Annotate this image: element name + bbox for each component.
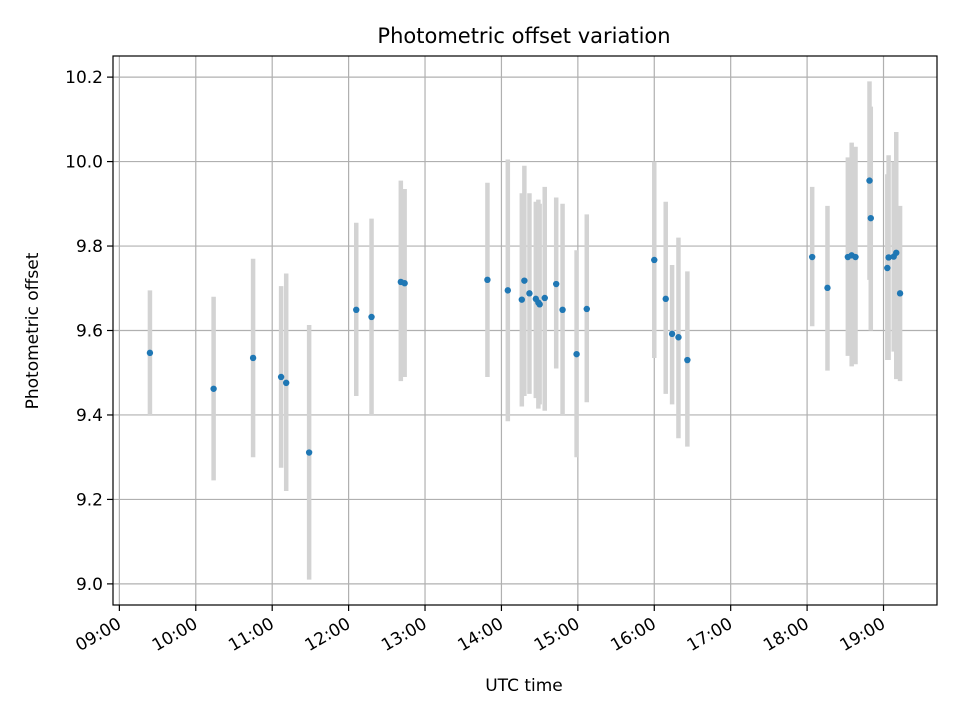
y-tick-label: 10.2 <box>65 68 103 88</box>
data-point <box>368 313 375 321</box>
chart-title: Photometric offset variation <box>377 24 670 48</box>
data-point <box>675 334 682 341</box>
y-axis-ticks: 9.0 9.2 9.4 9.6 9.8 10.0 10.2 <box>65 68 113 595</box>
y-tick-label: 9.0 <box>76 575 103 595</box>
y-tick-label: 9.2 <box>76 490 103 510</box>
data-point <box>893 249 900 256</box>
data-point <box>353 306 360 314</box>
data-point <box>553 280 560 288</box>
data-point <box>210 385 217 392</box>
data-point <box>852 253 859 261</box>
data-point <box>668 330 676 338</box>
data-point <box>249 354 257 362</box>
data-point <box>651 256 658 264</box>
data-point <box>536 301 543 308</box>
data-point <box>684 356 691 364</box>
data-point <box>885 254 892 261</box>
data-point <box>146 349 154 357</box>
x-axis-title: UTC time <box>485 676 563 696</box>
data-point <box>662 295 669 303</box>
data-point <box>867 214 874 222</box>
data-point <box>305 449 313 456</box>
data-point <box>896 290 904 297</box>
y-axis-title: Photometric offset <box>23 252 43 409</box>
data-point <box>808 253 816 261</box>
data-point <box>401 280 408 287</box>
y-tick-label: 10.0 <box>65 153 103 173</box>
data-point <box>526 290 533 297</box>
y-tick-label: 9.4 <box>76 406 103 426</box>
data-point <box>541 294 548 302</box>
data-point <box>884 264 891 272</box>
data-point <box>583 305 590 313</box>
y-tick-label: 9.6 <box>76 322 103 342</box>
data-point <box>573 350 580 358</box>
data-point <box>283 379 290 387</box>
y-tick-label: 9.8 <box>76 237 103 257</box>
data-point <box>824 284 831 292</box>
grid <box>113 56 937 605</box>
data-point <box>504 287 512 294</box>
data-point <box>484 276 491 284</box>
data-points <box>146 177 904 456</box>
data-point <box>518 296 526 303</box>
data-point <box>277 373 285 381</box>
data-point <box>866 177 873 184</box>
data-point <box>521 277 528 284</box>
data-point <box>559 306 566 314</box>
